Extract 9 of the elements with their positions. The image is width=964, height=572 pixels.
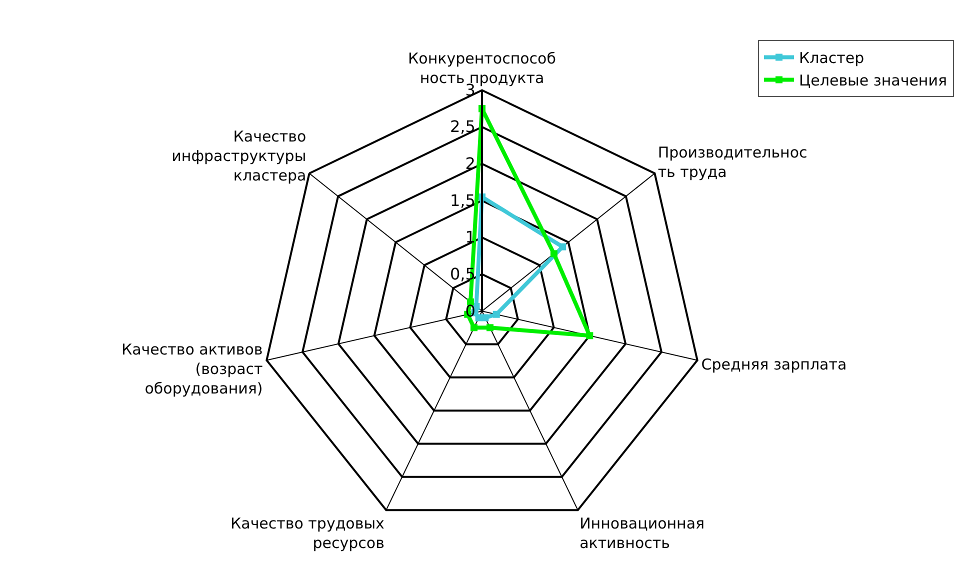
spoke-label: Качество трудовых ресурсов <box>230 514 385 552</box>
spoke-label: Производительнос ть труда <box>658 143 808 181</box>
spoke-label: Средняя зарплата <box>701 356 847 374</box>
spoke-label: Инновационная активность <box>580 514 705 552</box>
spoke-label: Качество инфраструктуры кластера <box>172 127 306 184</box>
y-tick-label: 2,5 <box>450 117 476 136</box>
legend-label: Кластер <box>799 49 864 68</box>
legend-label: Целевые значения <box>799 72 948 90</box>
spoke-label: Качество активов (возраст оборудования) <box>121 340 264 398</box>
